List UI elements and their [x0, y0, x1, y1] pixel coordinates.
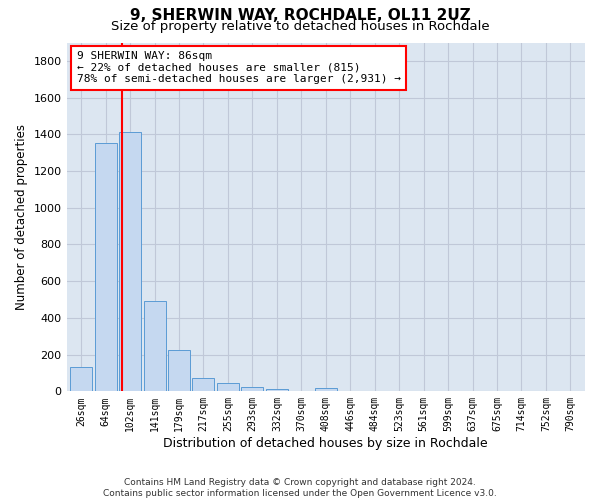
Bar — [315, 388, 337, 392]
X-axis label: Distribution of detached houses by size in Rochdale: Distribution of detached houses by size … — [163, 437, 488, 450]
Bar — [143, 302, 166, 392]
Y-axis label: Number of detached properties: Number of detached properties — [15, 124, 28, 310]
Text: 9 SHERWIN WAY: 86sqm
← 22% of detached houses are smaller (815)
78% of semi-deta: 9 SHERWIN WAY: 86sqm ← 22% of detached h… — [77, 51, 401, 84]
Bar — [193, 378, 214, 392]
Bar — [95, 142, 116, 392]
Bar — [70, 366, 92, 392]
Text: 9, SHERWIN WAY, ROCHDALE, OL11 2UZ: 9, SHERWIN WAY, ROCHDALE, OL11 2UZ — [130, 8, 470, 22]
Text: Contains HM Land Registry data © Crown copyright and database right 2024.
Contai: Contains HM Land Registry data © Crown c… — [103, 478, 497, 498]
Bar — [119, 132, 141, 392]
Bar — [241, 386, 263, 392]
Bar — [217, 384, 239, 392]
Text: Size of property relative to detached houses in Rochdale: Size of property relative to detached ho… — [110, 20, 490, 33]
Bar — [168, 350, 190, 392]
Bar — [266, 388, 288, 392]
